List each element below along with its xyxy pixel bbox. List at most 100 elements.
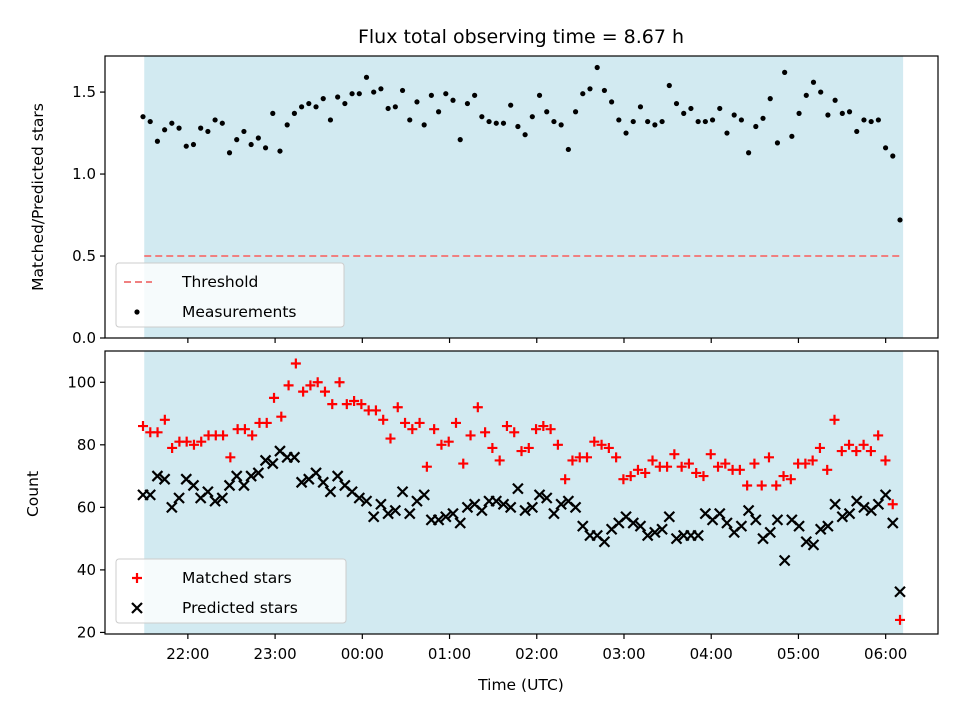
predicted-star-point: [202, 485, 214, 498]
y-tick-label: 80: [77, 436, 96, 454]
measurement-point: [832, 97, 838, 103]
y-tick-label: 60: [77, 498, 96, 516]
predicted-star-point: [894, 586, 906, 598]
matched-star-point: [756, 480, 767, 491]
legend-label: Threshold: [181, 273, 258, 291]
measurement-point: [897, 217, 903, 223]
predicted-star-point: [771, 514, 784, 526]
matched-star-point: [312, 377, 323, 388]
predicted-star-point: [627, 517, 640, 529]
x-tick-label: 06:00: [864, 645, 907, 663]
measurement-point: [205, 128, 211, 135]
matched-star-point: [283, 380, 294, 391]
predicted-star-point: [764, 526, 777, 539]
predicted-star-point: [382, 507, 394, 520]
predicted-star-point: [259, 454, 272, 467]
measurement-point: [414, 99, 420, 105]
measurement-point: [580, 91, 586, 97]
matched-star-point: [523, 442, 534, 453]
measurement-point: [594, 64, 600, 71]
matched-star-point: [269, 392, 280, 403]
matched-star-point: [632, 464, 643, 475]
chart-title: Flux total observing time = 8.67 h: [358, 26, 684, 48]
matched-star-point: [138, 421, 148, 432]
matched-star-point: [385, 433, 396, 444]
legend-label: Measurements: [182, 303, 297, 321]
matched-star-point: [167, 442, 178, 453]
predicted-star-point: [670, 532, 683, 545]
measurement-point: [212, 117, 218, 123]
measurement-point: [176, 125, 182, 131]
measurement-point: [407, 117, 413, 123]
x-tick-label: 23:00: [253, 645, 296, 663]
measurement-point: [190, 141, 197, 148]
y-tick-label: 1.5: [72, 83, 96, 101]
matched-star-point: [407, 424, 418, 435]
matched-star-point: [480, 427, 491, 438]
matched-star-point: [705, 449, 716, 460]
predicted-star-point: [447, 507, 459, 520]
predicted-star-point: [793, 520, 805, 532]
matched-star-point: [603, 442, 614, 453]
predicted-star-point: [360, 495, 373, 507]
y-tick-label: 0.0: [72, 329, 96, 347]
predicted-star-point: [649, 526, 661, 539]
matched-star-point: [836, 446, 847, 457]
measurement-point: [342, 100, 348, 107]
predicted-star-point: [858, 501, 870, 514]
x-tick-label: 01:00: [428, 645, 471, 663]
predicted-star-point: [476, 504, 488, 517]
matched-star-point: [713, 461, 724, 472]
matched-star-point: [880, 455, 891, 466]
matched-star-point: [698, 471, 709, 482]
matched-star-point: [414, 417, 425, 428]
legend-label: Predicted stars: [182, 599, 298, 617]
measurement-point: [652, 122, 658, 128]
measurement-point: [140, 114, 146, 120]
x-tick-label: 02:00: [515, 645, 558, 663]
predicted-star-point: [295, 476, 308, 489]
predicted-star-point: [540, 492, 553, 504]
matched-star-point: [545, 424, 556, 435]
matched-star-point: [472, 402, 483, 413]
measurement-point: [666, 82, 672, 89]
matched-star-point: [225, 452, 236, 463]
measurement-point: [306, 100, 312, 107]
measurement-point: [637, 104, 644, 110]
predicted-star-point: [887, 517, 899, 529]
y-tick-label: 40: [77, 561, 96, 579]
measurement-point: [572, 109, 579, 115]
predicted-star-point: [396, 485, 409, 498]
measurement-point: [746, 150, 752, 156]
measurement-point: [673, 100, 680, 107]
matched-star-point: [662, 461, 673, 472]
predicted-star-point: [173, 492, 185, 504]
matched-star-point: [567, 455, 578, 466]
predicted-star-point: [266, 457, 279, 470]
matched-star-point: [305, 380, 316, 391]
predicted-star-point: [230, 470, 243, 482]
measurement-point: [846, 109, 853, 115]
predicted-star-point: [526, 501, 539, 514]
predicted-star-point: [512, 482, 524, 495]
count-panel: 20 40 60 80 100 22:00 23:00 00:00 01:00 02:00 03:0…: [67, 350, 939, 663]
measurement-point: [868, 118, 874, 125]
series-matched-stars: [138, 358, 905, 625]
measurement-point: [479, 114, 485, 120]
measurement-point: [435, 109, 442, 115]
measurement-point: [796, 110, 802, 116]
measurement-point: [659, 118, 665, 125]
predicted-star-point: [872, 498, 885, 511]
matched-star-point: [873, 430, 884, 441]
matched-star-point: [516, 446, 527, 457]
y-axis-title-count: Count: [24, 471, 42, 517]
predicted-star-point: [721, 517, 733, 529]
measurement-point: [558, 122, 564, 128]
measurement-point: [320, 96, 326, 102]
measurement-point: [753, 123, 759, 130]
measurement-point: [162, 127, 168, 133]
measurement-point: [349, 91, 355, 97]
matched-star-point: [494, 455, 505, 466]
x-tick-label: 22:00: [166, 645, 209, 663]
legend-measurement-swatch: [134, 309, 140, 315]
